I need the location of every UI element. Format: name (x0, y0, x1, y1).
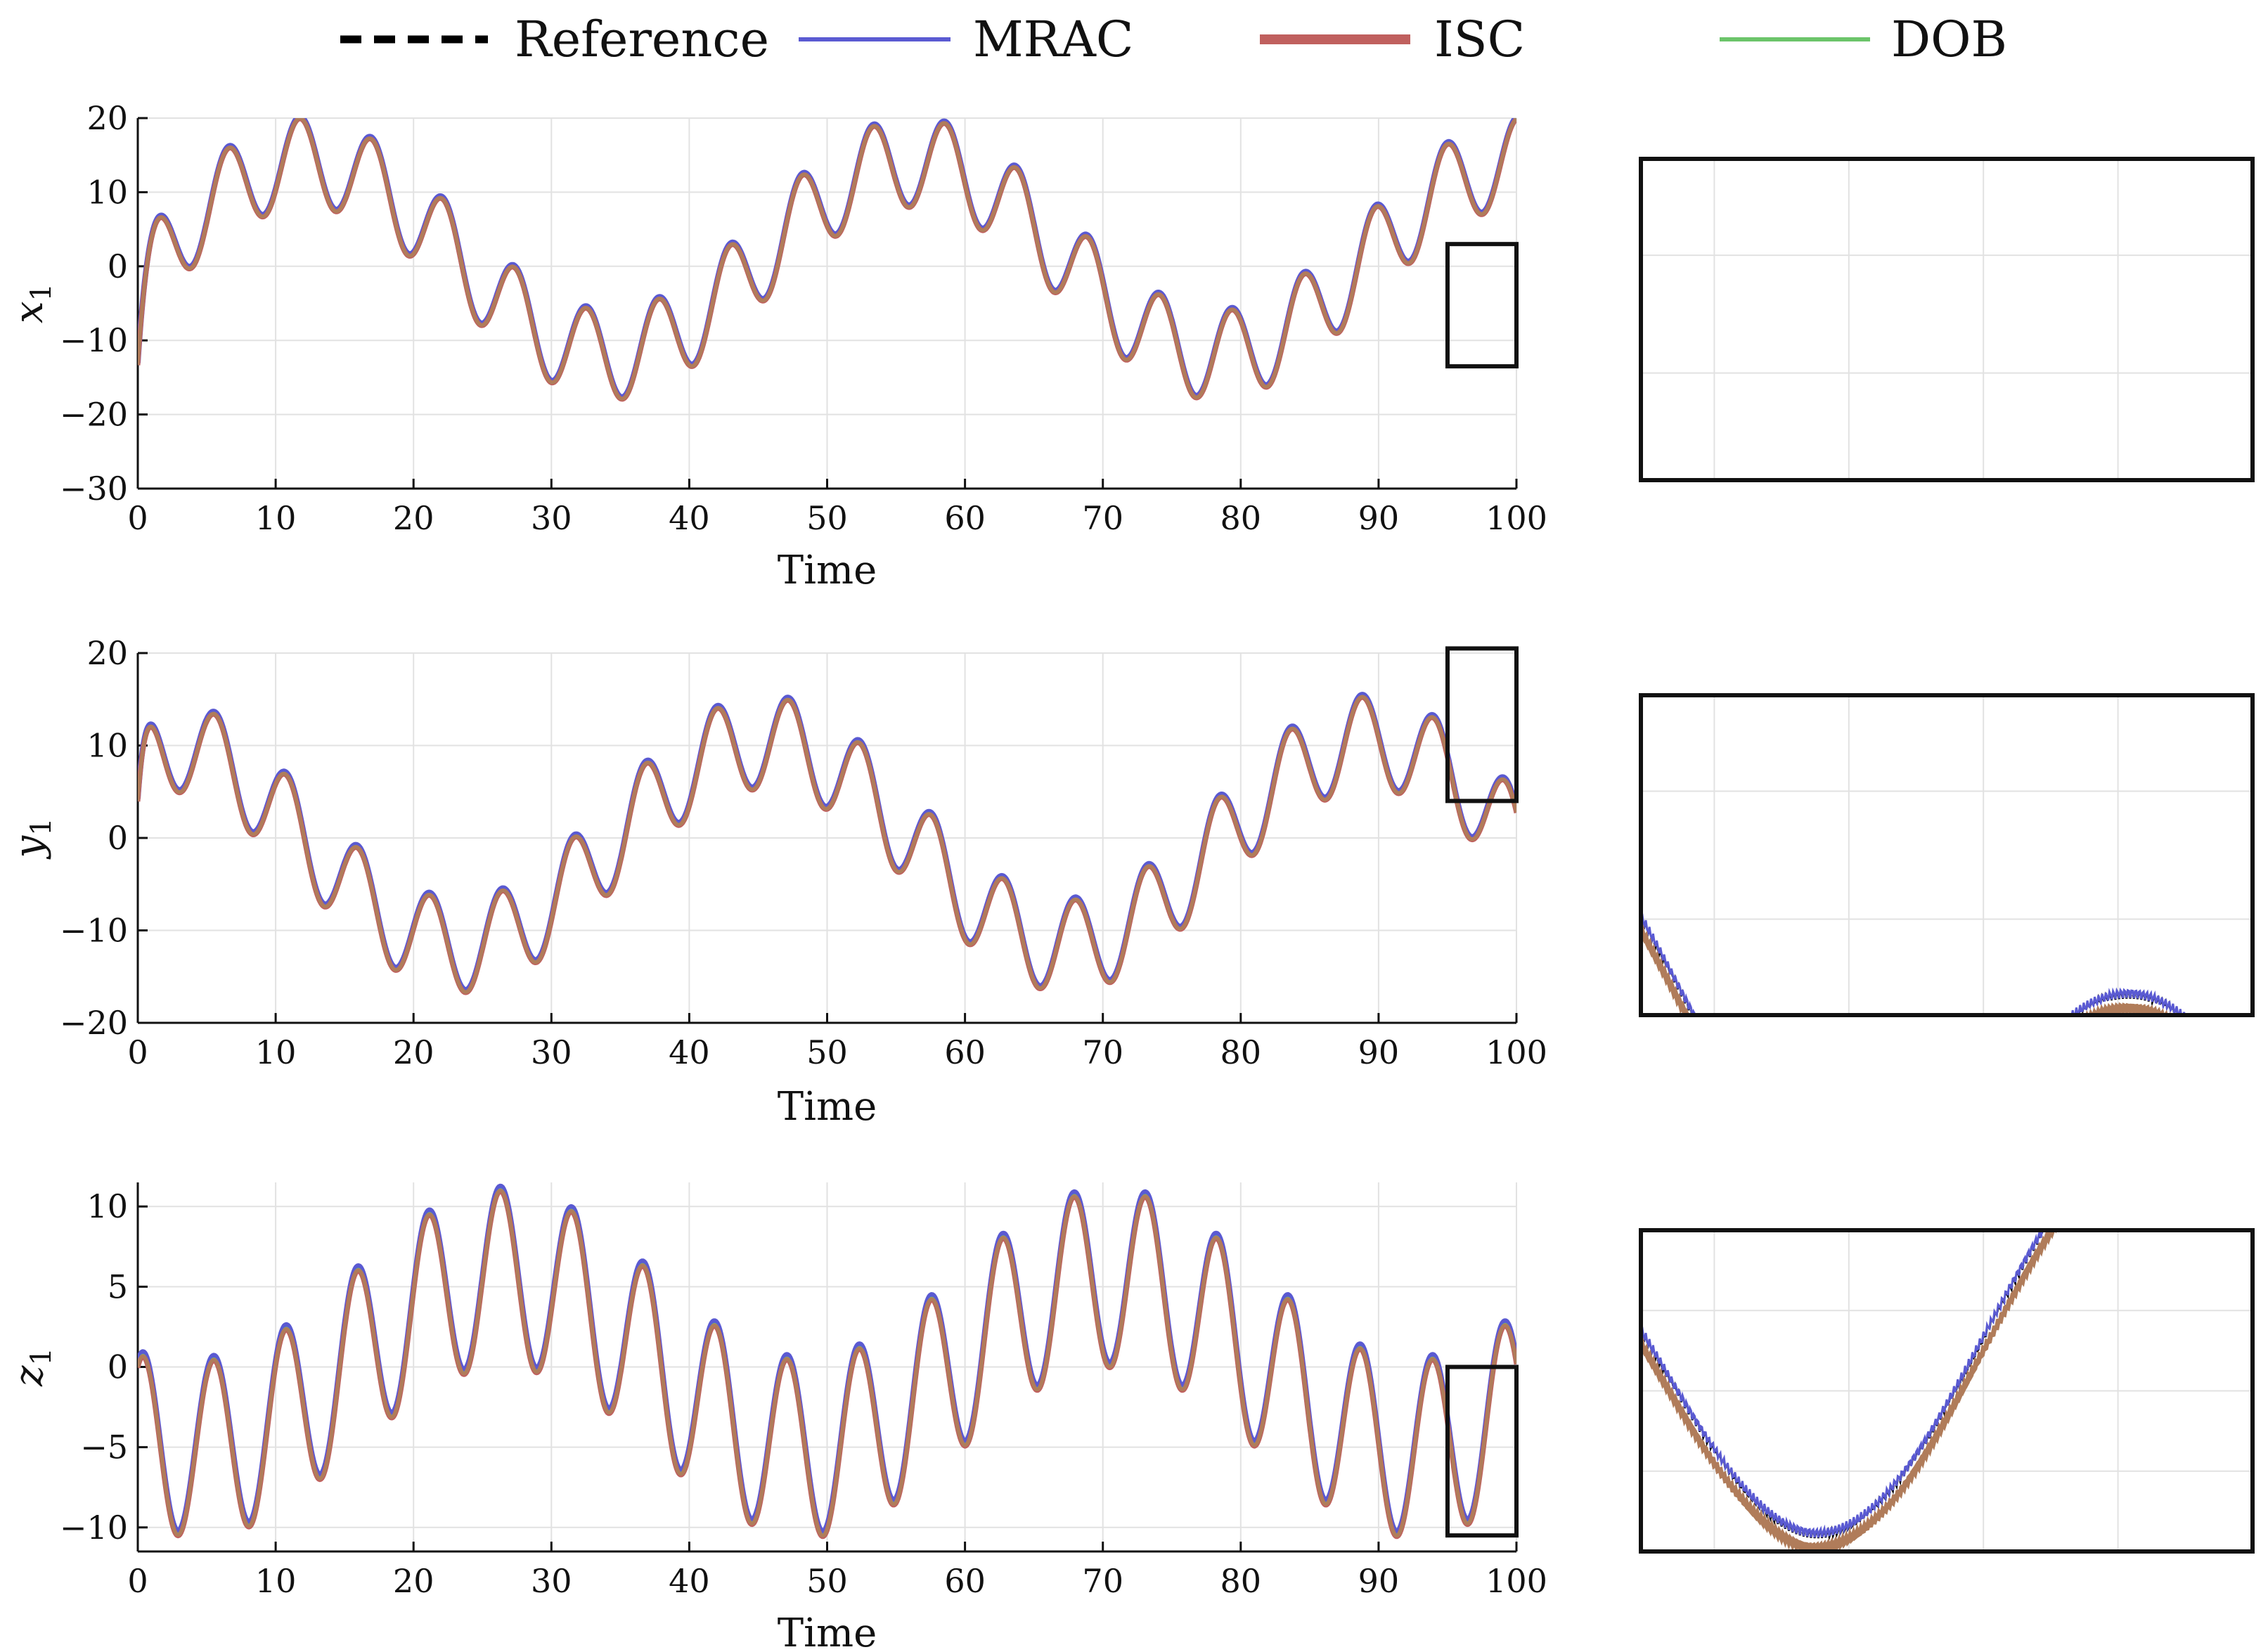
y-tick-label: −30 (60, 470, 128, 508)
x-tick-label: 100 (1486, 499, 1547, 537)
y-tick-label: −20 (60, 396, 128, 434)
inset-series-y1 (1641, 913, 2187, 1015)
x-tick-label: 90 (1358, 1562, 1400, 1600)
grid-z1 (137, 1182, 1517, 1551)
x-tick-label: 80 (1220, 1562, 1262, 1600)
x-tick-label: 90 (1358, 499, 1400, 537)
x-tick-label: 70 (1082, 1562, 1123, 1600)
x-tick-label: 70 (1082, 1033, 1123, 1071)
x-axis-label: Time (778, 1611, 877, 1652)
x-tick-label: 30 (531, 499, 572, 537)
y-tick-label: 10 (86, 173, 128, 211)
series-line-blend (138, 1188, 1516, 1538)
x-tick-label: 20 (393, 1562, 434, 1600)
legend: Reference MRAC ISC DOB (340, 11, 2007, 68)
legend-label-mrac: MRAC (973, 11, 1134, 68)
x-tick-label: 30 (531, 1033, 572, 1071)
panel-z1: 0 10 20 30 40 50 60 70 80 90 100 −10 −5 0 5 10 Time z1 (6, 1182, 2255, 1652)
y-tick-label: −5 (80, 1428, 128, 1466)
x-tick-label: 0 (127, 1033, 148, 1071)
grid-y1 (137, 652, 1517, 1024)
y-tick-label: −10 (60, 321, 128, 359)
zoom-window-y1 (1445, 646, 1519, 804)
x-tick-label: 80 (1220, 1033, 1262, 1071)
inset-line-reference (1641, 915, 2186, 1015)
inset-series-z1 (1641, 1230, 2248, 1551)
panel-y1: 0 10 20 30 40 50 60 70 80 90 100 −20 −10 0 10 20 Time y1 (6, 634, 2255, 1130)
x-tick-label: 20 (393, 1033, 434, 1071)
y-axis-label-sub: 1 (25, 818, 58, 835)
series-group-y1 (138, 692, 1516, 995)
x-tick-label: 50 (806, 1033, 848, 1071)
legend-label-reference: Reference (515, 11, 769, 68)
zoom-window-z1 (1445, 1364, 1519, 1538)
x-tick-label: 10 (255, 499, 297, 537)
legend-label-isc: ISC (1434, 11, 1525, 68)
x-tick-label: 80 (1220, 499, 1262, 537)
x-axis-label: Time (778, 1084, 877, 1130)
y-axis-label-sub: 1 (25, 283, 58, 301)
inset-line-dob (1641, 927, 2170, 1015)
inset-x1 (1639, 157, 2255, 482)
panel-x1: 0 10 20 30 40 50 60 70 80 90 100 −30 −20 −10 0 10 20 Time… (6, 99, 2255, 593)
series-group-x1 (138, 118, 1516, 402)
x-tick-label: 70 (1082, 499, 1123, 537)
inset-y1 (1639, 693, 2255, 1017)
series-line-blend (138, 118, 1516, 401)
x-tick-label: 0 (127, 1562, 148, 1600)
x-tick-label: 30 (531, 1562, 572, 1600)
inset-line-isc (1641, 924, 2174, 1015)
x-tick-label: 60 (944, 499, 986, 537)
x-tick-label: 100 (1486, 1562, 1547, 1600)
series-group-z1 (138, 1183, 1516, 1540)
x-tick-label: 40 (669, 1562, 710, 1600)
inset-line-mrac (1641, 913, 2187, 1015)
legend-label-dob: DOB (1891, 11, 2007, 68)
y-axis-label-var: y (6, 835, 52, 860)
y-tick-label: −10 (60, 1509, 128, 1547)
x-tick-label: 40 (669, 499, 710, 537)
series-line-blend (138, 695, 1516, 994)
zoom-window-x1 (1445, 242, 1519, 369)
x-tick-label: 50 (806, 1562, 848, 1600)
x-tick-label: 0 (127, 499, 148, 537)
y-axis-label-var: z (6, 1365, 52, 1387)
inset-frame-y1 (1639, 693, 2255, 1017)
y-tick-label: 20 (86, 99, 128, 137)
y-tick-label: 0 (108, 247, 128, 285)
y-tick-label: −20 (60, 1004, 128, 1042)
x-tick-label: 60 (944, 1033, 986, 1071)
y-tick-label: 10 (86, 1187, 128, 1225)
y-axis-label: z1 (6, 1348, 58, 1387)
inset-line-mrac (1641, 1230, 2047, 1538)
y-tick-label: 0 (108, 819, 128, 857)
x-tick-label: 60 (944, 1562, 986, 1600)
inset-line-isc (1641, 1230, 2248, 1551)
inset-frame-x1 (1639, 157, 2255, 482)
x-tick-label: 50 (806, 499, 848, 537)
x-tick-label: 10 (255, 1033, 297, 1071)
y-axis-label-sub: 1 (25, 1348, 58, 1365)
y-tick-label: 20 (86, 634, 128, 672)
y-tick-label: −10 (60, 912, 128, 950)
inset-z1 (1639, 1228, 2255, 1554)
x-tick-label: 100 (1486, 1033, 1547, 1071)
inset-frame-z1 (1639, 1228, 2255, 1554)
grid-x1 (137, 117, 1517, 489)
y-tick-label: 5 (108, 1267, 128, 1305)
x-tick-label: 10 (255, 1562, 297, 1600)
x-tick-label: 20 (393, 499, 434, 537)
y-axis-label: y1 (6, 818, 58, 860)
x-tick-label: 40 (669, 1033, 710, 1071)
y-tick-label: 0 (108, 1348, 128, 1386)
y-axis-label-var: x (6, 301, 52, 323)
y-tick-label: 10 (86, 727, 128, 765)
x-tick-label: 90 (1358, 1033, 1400, 1071)
x-axis-label: Time (778, 548, 877, 593)
y-axis-label: x1 (6, 283, 58, 323)
